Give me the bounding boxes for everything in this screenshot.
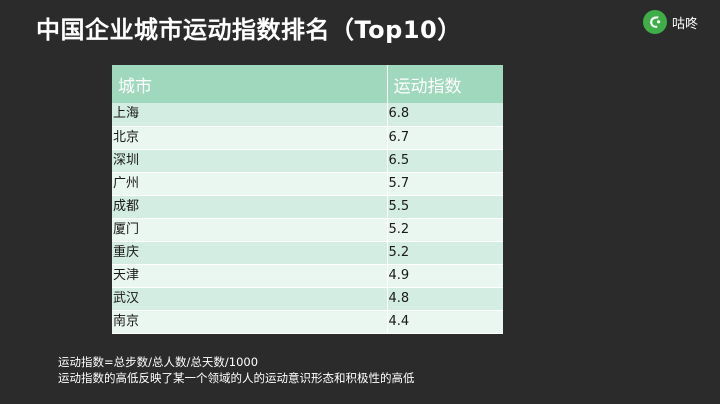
- index-cell: 6.8: [387, 103, 503, 127]
- city-cell: 重庆: [112, 241, 388, 265]
- footnotes: 运动指数=总步数/总人数/总天数/1000 运动指数的高低反映了某一个领域的人的…: [58, 354, 415, 386]
- table-row: 重庆 5.2: [112, 241, 503, 265]
- table-header-row: 城市 运动指数: [112, 65, 503, 103]
- brand-logo: 咕咚: [643, 10, 698, 34]
- index-cell: 6.7: [387, 126, 503, 150]
- index-cell: 6.5: [387, 149, 503, 173]
- city-cell: 广州: [112, 172, 388, 196]
- column-header-city: 城市: [112, 65, 388, 103]
- city-cell: 南京: [112, 310, 388, 334]
- city-cell: 成都: [112, 195, 388, 219]
- index-cell: 4.4: [387, 310, 503, 334]
- index-cell: 5.2: [387, 241, 503, 265]
- table-row: 成都 5.5: [112, 195, 503, 219]
- city-cell: 武汉: [112, 287, 388, 311]
- city-cell: 天津: [112, 264, 388, 288]
- city-cell: 上海: [112, 103, 388, 127]
- index-cell: 4.8: [387, 287, 503, 311]
- table-row: 北京 6.7: [112, 126, 503, 150]
- table-row: 深圳 6.5: [112, 149, 503, 173]
- table-row: 厦门 5.2: [112, 218, 503, 242]
- column-header-index: 运动指数: [387, 65, 503, 103]
- explanation-note: 运动指数的高低反映了某一个领域的人的运动意识形态和积极性的高低: [58, 371, 415, 385]
- index-cell: 5.7: [387, 172, 503, 196]
- table-row: 广州 5.7: [112, 172, 503, 196]
- city-cell: 厦门: [112, 218, 388, 242]
- index-cell: 5.5: [387, 195, 503, 219]
- table-row: 武汉 4.8: [112, 287, 503, 311]
- city-cell: 北京: [112, 126, 388, 150]
- formula-note: 运动指数=总步数/总人数/总天数/1000: [58, 355, 259, 369]
- index-cell: 4.9: [387, 264, 503, 288]
- brand-name: 咕咚: [672, 16, 699, 32]
- table-row: 南京 4.4: [112, 310, 503, 334]
- index-cell: 5.2: [387, 218, 503, 242]
- guado-logo-icon: [643, 10, 667, 34]
- city-cell: 深圳: [112, 149, 388, 173]
- table-row: 天津 4.9: [112, 264, 503, 288]
- page-title: 中国企业城市运动指数排名（Top10）: [36, 16, 462, 44]
- ranking-table: 城市 运动指数 上海 6.8 北京 6.7 深圳 6.5 广州 5.7 成都: [112, 65, 503, 334]
- table-row: 上海 6.8: [112, 103, 503, 127]
